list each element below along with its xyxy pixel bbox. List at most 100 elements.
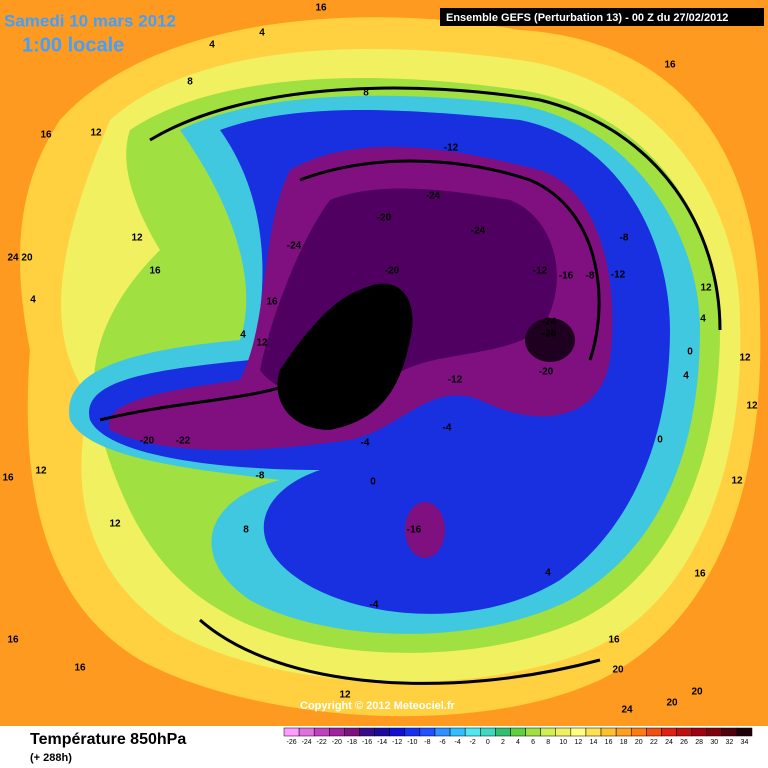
colorbar-swatch (706, 727, 723, 737)
colorbar-swatch (480, 727, 496, 737)
contour-label: -24 (287, 241, 302, 252)
colorbar-swatch (344, 727, 360, 737)
contour-label: 12 (731, 476, 743, 487)
colorbar-tick-label: 16 (605, 739, 613, 746)
contour-label: -12 (444, 143, 459, 154)
colorbar-tick-label: -20 (332, 739, 342, 746)
contour-label: 0 (687, 347, 693, 358)
colorbar-tick-label: 34 (741, 739, 749, 746)
colorbar-swatch (646, 727, 662, 737)
colorbar-tick-label: 28 (695, 739, 703, 746)
contour-label: 16 (74, 663, 86, 674)
colorbar-tick-label: 6 (531, 739, 535, 746)
colorbar-swatch (449, 727, 466, 737)
colorbar-swatch (721, 727, 738, 737)
contour-label: 16 (7, 635, 19, 646)
contour-label: -4 (370, 600, 379, 611)
colorbar-swatch (540, 727, 556, 737)
contour-label: 24 (621, 705, 633, 716)
contour-label: -24 (542, 317, 557, 328)
contour-label: 20 (691, 687, 703, 698)
colorbar-tick-label: -22 (317, 739, 327, 746)
contour-label: 12 (109, 519, 121, 530)
contour-label: 12 (746, 401, 758, 412)
colorbar-swatch (464, 727, 481, 737)
extreme-cold-core (277, 283, 413, 430)
colorbar-tick-label: 14 (590, 739, 598, 746)
contour-label: 16 (315, 3, 327, 14)
contour-label: -16 (407, 525, 422, 536)
contour-line (99, 159, 601, 422)
colorbar-tick-label: 26 (680, 739, 688, 746)
variable-name: Température 850hPa (30, 731, 186, 748)
model-run: Ensemble GEFS (Perturbation 13) - 00 Z d… (446, 12, 728, 24)
colorbar-swatch (736, 727, 753, 737)
colorbar-tick-label: 10 (559, 739, 567, 746)
colorbar-swatch (525, 727, 541, 737)
contour-label: 12 (339, 690, 351, 701)
colorbar-swatch (555, 727, 572, 737)
contour-label: 4 (545, 568, 551, 579)
colorbar-tick-label: -24 (302, 739, 312, 746)
contour-label: 12 (131, 233, 143, 244)
contour-label: -8 (256, 471, 265, 482)
colorbar-tick-label: -16 (362, 739, 372, 746)
contour-label: -8 (620, 233, 629, 244)
contour-label: 12 (35, 466, 47, 477)
contour-label: 4 (700, 314, 706, 325)
colorbar-tick-label: 20 (635, 739, 643, 746)
contour-label: 16 (149, 266, 161, 277)
contour-label: -12 (448, 375, 463, 386)
contour-label: -12 (533, 266, 548, 277)
colorbar-swatch (283, 727, 300, 737)
contour-label: 4 (683, 371, 689, 382)
contour-label: 24 20 (7, 253, 32, 264)
contour-label: 4 (240, 330, 246, 341)
contour-label: 4 (30, 295, 36, 306)
contour-label: -16 (559, 271, 574, 282)
contour-label: 16 (2, 473, 14, 484)
colorbar-tick-label: 2 (501, 739, 505, 746)
colorbar-swatch (585, 727, 602, 737)
frigid-zone (405, 502, 445, 558)
colorbar-swatch (495, 727, 511, 737)
colorbar-swatch (510, 727, 526, 737)
contour-label: 12 (90, 128, 102, 139)
contour-label: 0 (370, 477, 376, 488)
colorbar-swatch (359, 727, 375, 737)
contour-label: -4 (361, 438, 370, 449)
contour-label: -24 (343, 333, 358, 344)
forecast-lead: (+ 288h) (30, 752, 72, 764)
colorbar-swatch (374, 727, 390, 737)
colorbar-tick-label: -6 (439, 739, 445, 746)
contour-label: 0 (657, 435, 663, 446)
colorbar-swatch (676, 727, 692, 737)
colorbar-swatch (298, 727, 315, 737)
model-box (440, 8, 764, 26)
contour-label: 16 (40, 130, 52, 141)
contour-label: 12 (700, 283, 712, 294)
contour-label: 4 (209, 40, 215, 51)
colorbar-tick-label: -4 (454, 739, 460, 746)
contour-line (149, 86, 722, 685)
contour-label: 20 (666, 698, 678, 709)
map-time: 1:00 locale (22, 34, 124, 56)
contour-label: 8 (187, 77, 193, 88)
contour-label: 16 (664, 60, 676, 71)
contour-label: -24 (471, 226, 486, 237)
contour-label: 8 (363, 88, 369, 99)
contour-label: -4 (443, 423, 452, 434)
contour-label: -28 (542, 329, 557, 340)
contour-label: -22 (176, 436, 191, 447)
map-date: Samedi 10 mars 2012 (4, 11, 176, 30)
contour-label: 12 (256, 338, 268, 349)
contour-label: 4 (259, 28, 265, 39)
contour-label: -20 (385, 266, 400, 277)
contour-label: 16 (608, 635, 620, 646)
colorbar-swatch (691, 727, 707, 737)
colorbar-tick-label: 22 (650, 739, 658, 746)
contour-label: -20 (377, 213, 392, 224)
colorbar-swatch (661, 727, 677, 737)
